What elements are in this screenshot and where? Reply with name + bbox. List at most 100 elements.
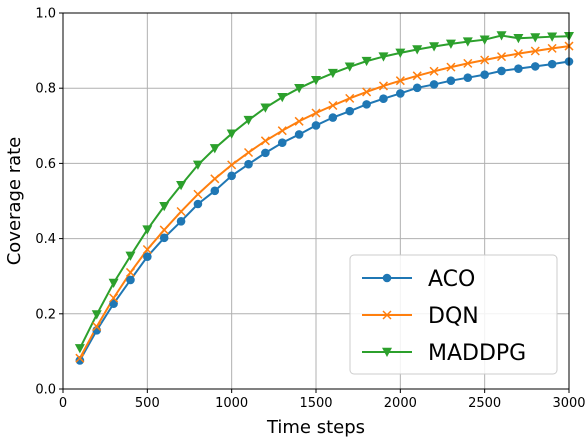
data-point [412,83,422,93]
data-point [547,43,557,53]
data-point [530,62,540,71]
data-point [142,244,152,255]
y-tick-label: 0.2 [35,307,56,322]
x-tick-label: 500 [135,396,160,411]
data-point [395,48,406,58]
x-tick-label: 2000 [384,396,417,411]
data-point [125,267,135,277]
data-point [345,106,355,116]
data-point [176,217,186,226]
data-point [244,159,253,169]
series-markers [74,31,574,365]
data-point [480,70,489,79]
x-tick-label: 1500 [299,396,332,411]
data-point [311,108,321,118]
data-point [429,42,440,52]
data-point [496,31,507,41]
data-point [125,251,136,261]
data-point [210,174,220,184]
data-point [209,144,220,154]
data-point [446,62,456,72]
data-point [378,52,389,62]
series-points-aco [75,57,574,365]
data-point [109,299,118,308]
legend-marker [382,273,392,283]
legend-marker [382,310,392,320]
y-tick-label: 1.0 [35,7,56,22]
data-point [328,100,338,111]
data-point [361,56,372,67]
x-tick-label: 1000 [215,396,248,411]
legend-entry-maddpg: MADDPG [362,341,526,366]
data-point [243,115,254,126]
data-point [396,89,405,98]
y-tick-label: 0.6 [35,157,56,172]
axis-ticks: 0 500 1000 1500 2000 2500 3000 0.0 0.2 0.4 0.6 0.8 1… [35,7,585,412]
data-point [530,33,541,43]
x-tick-label: 3000 [552,396,585,411]
data-point [311,121,321,130]
data-point [513,33,524,44]
data-point [311,76,321,86]
legend: ACO DQN MADDPG [349,254,558,375]
data-point [463,73,473,82]
data-point [446,76,456,85]
x-tick-label: 0 [59,396,67,411]
data-point [75,353,85,363]
data-point [193,199,203,209]
legend-marker [382,347,392,357]
data-point [547,59,557,69]
data-point [328,113,338,122]
y-tick-label: 0.8 [35,82,56,97]
data-point [91,310,102,320]
data-point [412,45,423,55]
x-axis-label: Time steps [266,417,365,437]
data-point [261,148,270,158]
data-point [345,93,355,103]
data-point [294,83,305,94]
data-point [412,71,422,81]
data-point [92,322,102,332]
legend-entry-aco: ACO [362,267,475,292]
data-point [362,87,372,97]
data-point [445,39,456,49]
data-point [378,81,388,91]
data-point [463,58,473,68]
data-point [159,233,169,243]
data-point [227,160,237,170]
legend-box [349,254,558,375]
data-point [75,356,85,365]
data-point [294,130,304,139]
data-point [497,52,507,62]
series-points-maddpg [74,31,574,354]
data-point [74,344,85,354]
data-point [513,49,523,59]
data-point [277,138,287,148]
data-point [429,80,439,89]
data-point [210,186,220,196]
legend-label: DQN [428,304,479,329]
legend-entry-dqn: DQN [362,304,479,329]
data-point [260,136,270,146]
data-point [159,202,170,212]
y-tick-label: 0.0 [35,383,56,398]
data-point [142,225,153,235]
data-point [126,275,135,285]
data-point [244,147,254,158]
legend-label: ACO [428,267,475,292]
data-point [514,64,523,73]
data-point [530,46,540,56]
data-point [109,293,119,303]
data-point [497,66,506,76]
data-point [260,103,271,113]
data-point [362,100,371,109]
data-point [479,35,490,45]
data-point [344,62,355,72]
y-axis-label: Coverage rate [4,137,25,266]
data-point [108,278,119,288]
data-point [480,55,490,65]
series-points-dqn [75,41,574,363]
data-point [227,171,236,181]
data-point [547,32,558,42]
